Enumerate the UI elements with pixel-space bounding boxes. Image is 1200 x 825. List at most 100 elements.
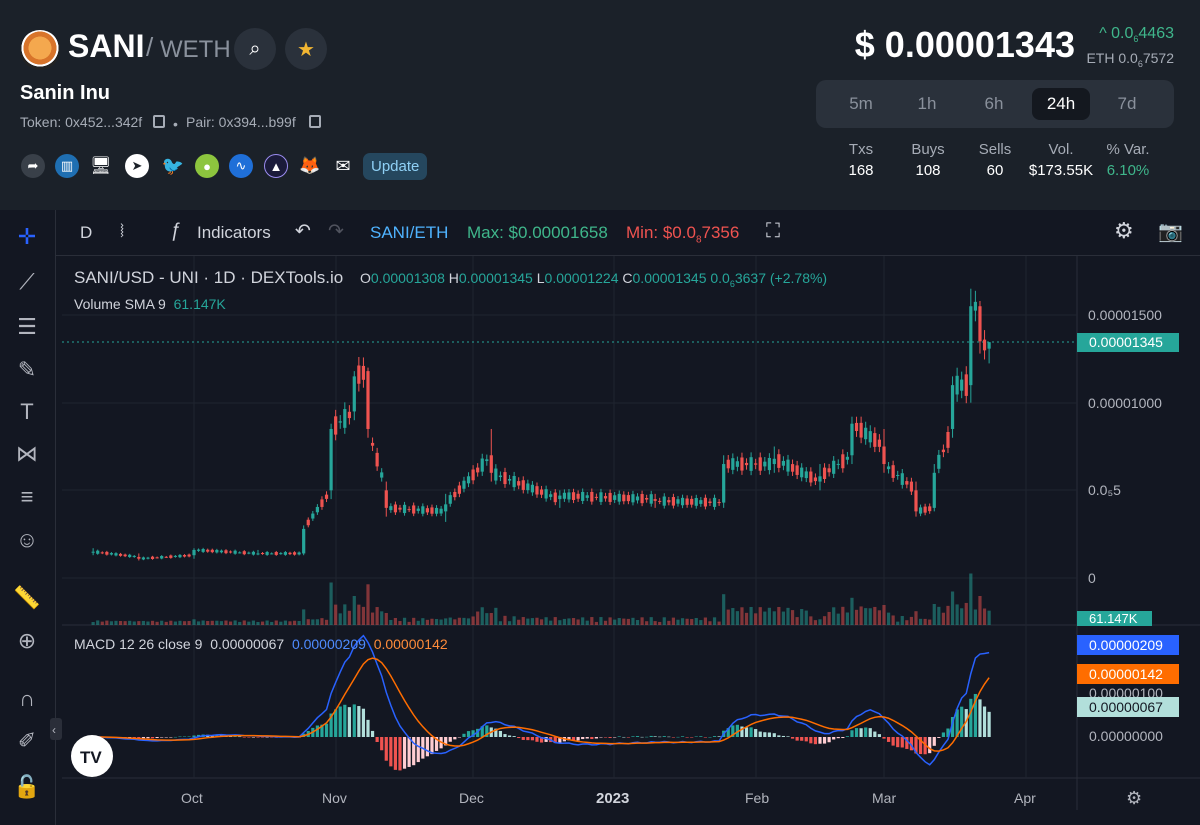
- candle-body: [357, 365, 361, 384]
- volume-bar: [324, 619, 329, 625]
- tf-7d[interactable]: 7d: [1117, 94, 1137, 113]
- binoculars-button[interactable]: ⌕: [234, 28, 276, 70]
- macd-hist-bar: [466, 731, 471, 737]
- ruler-icon[interactable]: 📏: [13, 585, 41, 610]
- zoom-icon[interactable]: ⊕: [17, 628, 37, 653]
- fib-icon[interactable]: ☰: [17, 314, 37, 339]
- volume-bar: [517, 619, 521, 625]
- candle-body: [453, 491, 457, 498]
- macd-hist-bar: [795, 737, 799, 741]
- candle-body: [146, 557, 150, 559]
- time-axis-label: Apr: [1014, 790, 1036, 806]
- volume-bar: [521, 617, 525, 625]
- settings-icon[interactable]: ⚙: [1114, 218, 1134, 243]
- text-icon[interactable]: T: [20, 399, 34, 424]
- interval-button[interactable]: D: [80, 223, 93, 242]
- candle-body: [123, 554, 127, 557]
- volume-badge: [1077, 611, 1152, 626]
- etherscan-icon[interactable]: ▥: [55, 154, 79, 178]
- email-icon[interactable]: ✉: [335, 155, 351, 176]
- macd-hist-bar: [978, 699, 982, 737]
- brush-icon[interactable]: ✎: [17, 357, 37, 382]
- candle-body: [786, 459, 790, 472]
- candle-body: [562, 492, 566, 499]
- coingecko-icon[interactable]: ●: [195, 154, 219, 178]
- volume-bar: [599, 617, 603, 625]
- volume-bar: [334, 604, 338, 625]
- candle-body: [169, 555, 173, 558]
- macd-hist-bar: [169, 737, 173, 738]
- fx-icon[interactable]: ƒ: [170, 220, 181, 241]
- o-value: 0.00001308: [370, 270, 445, 286]
- prediction-icon[interactable]: ≡: [20, 484, 34, 509]
- copy-token-icon[interactable]: [153, 115, 165, 128]
- volume-bar: [822, 616, 827, 625]
- macd-hist-bar: [187, 736, 191, 737]
- tradingview-logo: TV: [71, 735, 113, 777]
- dextools-icon[interactable]: ▲: [264, 154, 288, 178]
- macd-hist-bar: [955, 709, 959, 737]
- favorite-button[interactable]: ★: [285, 28, 327, 70]
- update-button[interactable]: Update: [363, 153, 428, 180]
- trendline-icon[interactable]: ⟋: [19, 269, 35, 294]
- unlock-icon[interactable]: 🔓: [13, 774, 41, 799]
- collapse-toolbar-button[interactable]: [50, 718, 62, 740]
- undo-icon[interactable]: ↶: [295, 221, 311, 242]
- indicators-button[interactable]: Indicators: [197, 223, 271, 242]
- candle-body: [868, 431, 872, 443]
- redo-icon[interactable]: ↷: [328, 221, 344, 242]
- macd-hist-bar: [182, 736, 187, 738]
- macd-hist-bar: [877, 734, 881, 737]
- tf-1h[interactable]: 1h: [917, 94, 937, 113]
- volume-bar: [699, 620, 703, 625]
- eth-prefix: ETH 0.0: [1086, 50, 1138, 66]
- volume-bar: [703, 617, 707, 625]
- candle-body: [187, 554, 191, 557]
- copy-pair-icon[interactable]: [309, 115, 321, 128]
- macd-hist-bar: [731, 725, 735, 737]
- volume-bar: [567, 618, 571, 625]
- macd-hist-bar: [155, 737, 159, 739]
- share-icon[interactable]: ➦: [21, 154, 45, 178]
- candle-type-icon[interactable]: ⧘: [120, 220, 125, 242]
- macd-hist-bar: [928, 737, 932, 754]
- chart-area[interactable]: [0, 210, 1200, 825]
- metamask-icon[interactable]: 🦊: [299, 156, 321, 175]
- macd-hist-bar: [334, 709, 338, 737]
- macd-signal-line: [93, 657, 990, 752]
- macd-hist-bar: [448, 737, 452, 742]
- macd-hist-bar: [471, 730, 475, 737]
- macd-hist-bar: [671, 737, 676, 738]
- coinmarketcap-icon[interactable]: ∿: [229, 154, 253, 178]
- volume-bar: [662, 617, 666, 625]
- macd-hist-bar: [526, 737, 530, 741]
- volume-bar: [576, 619, 580, 625]
- website-icon[interactable]: 🖥: [90, 156, 112, 175]
- macd-hist-bar: [457, 737, 461, 738]
- tf-24h[interactable]: 24h: [1032, 88, 1090, 120]
- crosshair-icon[interactable]: ✛: [17, 224, 37, 249]
- telegram-icon[interactable]: ➤: [125, 154, 149, 178]
- candle-body: [603, 496, 608, 499]
- volume-bar: [471, 616, 475, 625]
- candle-body: [809, 471, 813, 483]
- volume-bar: [731, 608, 735, 625]
- candle-body: [407, 509, 411, 511]
- scale-settings-icon[interactable]: ⚙: [1126, 788, 1142, 809]
- magnet-icon[interactable]: ∩: [19, 686, 35, 711]
- pattern-icon[interactable]: ⋈: [16, 441, 38, 466]
- lock-drawing-icon[interactable]: ✐: [17, 728, 37, 753]
- candle-body: [444, 504, 448, 512]
- tf-6h[interactable]: 6h: [984, 94, 1004, 113]
- volume-bar: [380, 611, 384, 625]
- candle-body: [384, 490, 388, 508]
- volume-bar: [260, 621, 265, 625]
- camera-icon[interactable]: 📷: [1158, 221, 1183, 243]
- emoji-icon[interactable]: ☺: [15, 527, 39, 552]
- fullscreen-icon[interactable]: ⛶: [766, 220, 780, 242]
- volume-bar: [726, 609, 730, 625]
- candle-body: [270, 553, 274, 555]
- twitter-icon[interactable]: 🐦: [161, 155, 185, 176]
- tf-5m[interactable]: 5m: [849, 94, 873, 113]
- candle-body: [662, 496, 666, 506]
